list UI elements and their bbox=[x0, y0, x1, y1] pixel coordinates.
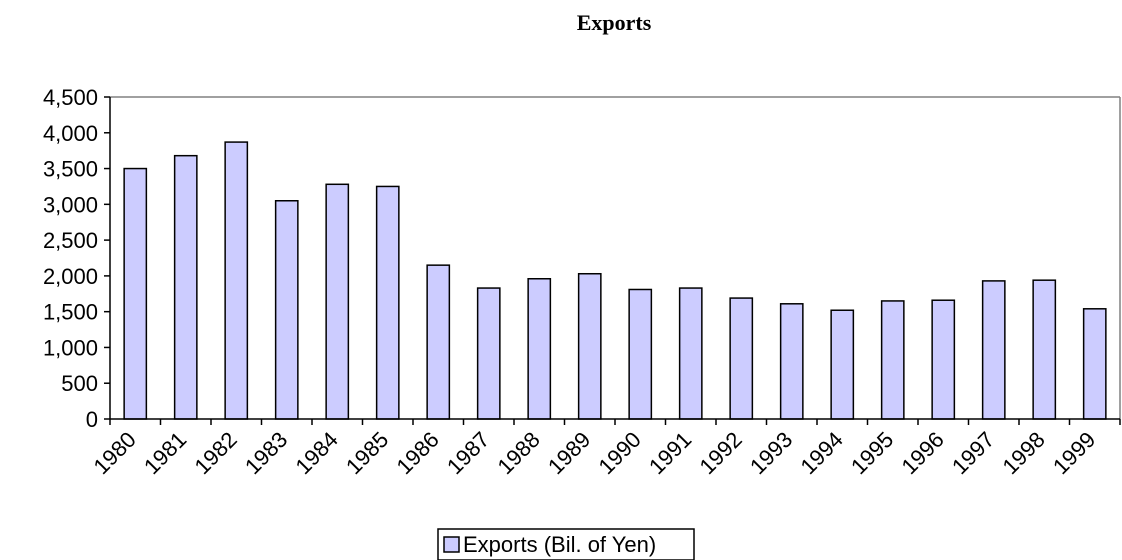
y-tick-label: 4,500 bbox=[43, 85, 98, 110]
y-tick-label: 500 bbox=[61, 371, 98, 396]
bar bbox=[426, 264, 451, 420]
bar bbox=[375, 185, 400, 420]
y-tick-label: 1,500 bbox=[43, 300, 98, 325]
y-tick-label: 1,000 bbox=[43, 335, 98, 360]
legend-swatch bbox=[443, 536, 460, 553]
bar bbox=[830, 309, 855, 420]
y-tick-label: 2,500 bbox=[43, 228, 98, 253]
y-tick-label: 3,000 bbox=[43, 192, 98, 217]
bar bbox=[678, 287, 703, 420]
bar bbox=[476, 287, 501, 420]
bar bbox=[628, 288, 653, 420]
bar bbox=[1032, 279, 1057, 420]
y-tick-label: 0 bbox=[86, 407, 98, 432]
chart-title: Exports bbox=[577, 10, 652, 35]
bar bbox=[224, 141, 249, 420]
bar bbox=[173, 154, 198, 420]
bar bbox=[931, 299, 956, 420]
bar bbox=[981, 280, 1006, 420]
bar bbox=[729, 297, 754, 420]
legend-box bbox=[437, 528, 695, 560]
y-tick-label: 2,000 bbox=[43, 264, 98, 289]
bar bbox=[274, 200, 299, 420]
bar bbox=[1082, 308, 1107, 420]
bar bbox=[577, 272, 602, 420]
legend-label: Exports (Bil. of Yen) bbox=[463, 532, 656, 557]
bar bbox=[325, 183, 350, 420]
bar bbox=[123, 167, 148, 420]
bar bbox=[779, 303, 804, 420]
y-tick-label: 3,500 bbox=[43, 157, 98, 182]
bar bbox=[527, 278, 552, 420]
bar bbox=[880, 300, 905, 420]
y-tick-label: 4,000 bbox=[43, 121, 98, 146]
